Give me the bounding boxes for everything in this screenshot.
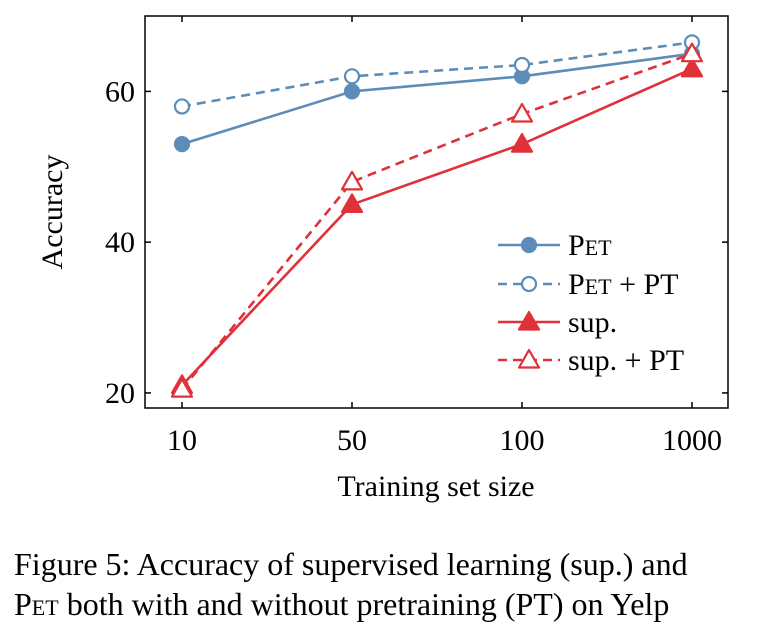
legend-marker	[517, 310, 541, 331]
data-point	[340, 170, 364, 191]
series-3	[170, 42, 704, 398]
data-point	[173, 98, 191, 115]
legend-marker	[520, 275, 538, 293]
data-point	[173, 136, 191, 153]
figure-caption: Figure 5: Accuracy of supervised learnin…	[14, 544, 754, 624]
data-point	[170, 378, 194, 398]
x-tick-label: 100	[500, 424, 545, 457]
data-point	[513, 56, 531, 74]
y-tick-label: 40	[105, 226, 135, 259]
caption-pet-name: Pet	[14, 586, 59, 622]
series-line	[180, 52, 693, 390]
legend-marker	[517, 348, 541, 369]
x-tick-label: 1000	[662, 424, 722, 457]
data-point	[510, 102, 534, 123]
y-tick-label: 20	[105, 377, 135, 410]
caption-line-2: both with and without pretraining (PT) o…	[58, 586, 670, 622]
data-point	[340, 193, 364, 214]
data-point	[510, 133, 534, 153]
data-point	[680, 57, 704, 78]
y-tick-label: 60	[105, 75, 135, 108]
series-1	[173, 34, 701, 115]
series-2	[170, 57, 704, 394]
caption-line-1: Figure 5: Accuracy of supervised learnin…	[14, 546, 688, 582]
legend-label: sup.	[568, 306, 617, 339]
series-line	[181, 41, 693, 108]
data-point	[343, 83, 361, 100]
series-line	[181, 67, 693, 387]
legend-marker	[520, 236, 538, 254]
series-line	[181, 52, 693, 146]
data-point	[343, 68, 361, 85]
legend-label: PET	[568, 229, 612, 262]
data-point	[680, 42, 704, 63]
plot-frame	[144, 15, 729, 409]
chart: 20 40 60 10 50 100 1000 Training set size Acc…	[36, 15, 729, 503]
x-tick-label: 50	[337, 424, 367, 457]
x-tick-label: 10	[167, 424, 197, 457]
legend-label: PET + PT	[568, 268, 679, 301]
legend: PET PET + PT sup. sup. + PT	[498, 229, 684, 377]
series-0	[173, 45, 701, 153]
y-axis-label: Accuracy	[36, 155, 69, 270]
x-axis-label: Training set size	[337, 470, 534, 503]
legend-label: sup. + PT	[568, 344, 684, 377]
